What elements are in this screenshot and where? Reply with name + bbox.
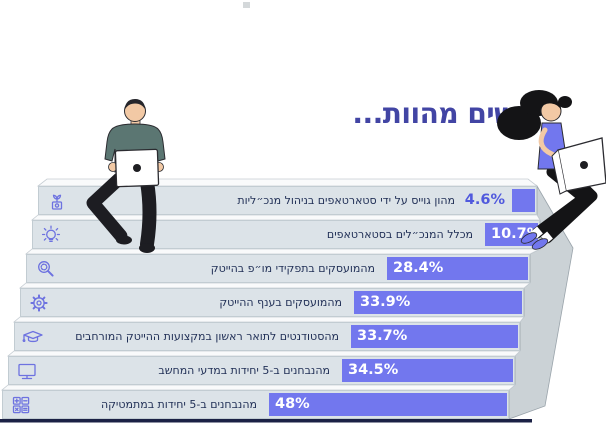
category-label: מהנבחנים ב-5 יחידות במדעי המחשב (158, 364, 330, 377)
lightbulb-icon (40, 224, 62, 246)
step-row: מהון גוייס על ידי סטארטאפים בניהול מנכ״ל… (38, 186, 537, 215)
value-bar: 33.9% (354, 291, 522, 314)
monitor-icon (16, 360, 38, 382)
value-bar: 33.7% (351, 325, 518, 348)
step-row: מהמועסקים בענף ההייטק 33.9% (20, 288, 524, 317)
magnifier-gear-icon (34, 258, 56, 280)
gear-icon (28, 292, 50, 314)
category-label: מהמועסקים בתפקידי מו״פ בהייטק (210, 262, 375, 275)
step-row: מהמועסקים בתפקידי מו״פ בהייטק 28.4% (26, 254, 530, 283)
value-label: 48% (275, 396, 310, 413)
category-label: מהמועסקים בענף ההייטק (219, 296, 342, 309)
category-label: מהון גוייס על ידי סטארטאפים בניהול מנכ״ל… (237, 194, 455, 207)
value-label: 4.6% (464, 192, 505, 209)
category-label: מהסטודנטים לתואר ראשון במקצועות ההייטק ה… (75, 330, 339, 343)
stray-mark (243, 2, 250, 8)
value-label: 28.4% (393, 260, 444, 277)
step-row: מהסטודנטים לתואר ראשון במקצועות ההייטק ה… (14, 322, 520, 351)
value-label: 34.5% (348, 362, 399, 379)
value-bar: 34.5% (342, 359, 513, 382)
category-label: מכלל המנכ״לים בסטארטאפים (326, 228, 473, 241)
value-label: 33.9% (360, 294, 411, 311)
step-row: מהנבחנים ב-5 יחידות במדעי המחשב 34.5% (8, 356, 515, 385)
graduation-cap-icon (22, 326, 44, 348)
value-label: 33.7% (357, 328, 408, 345)
value-bar: 48% (269, 393, 507, 416)
investment-growth-icon (46, 190, 68, 212)
baseline (0, 419, 532, 423)
category-label: מהנבחנים ב-5 יחידות במתמטיקה (100, 398, 257, 411)
value-bar: 4.6% (465, 189, 535, 212)
step-row: מכלל המנכ״לים בסטארטאפים 10.7% (32, 220, 542, 249)
chart-title: נשים מהוות... (352, 97, 527, 130)
value-bar: 28.4% (387, 257, 528, 280)
value-label: 10.7% (491, 226, 542, 243)
step-row: מהנבחנים ב-5 יחידות במתמטיקה 48% (2, 390, 509, 419)
value-bar: 10.7% (485, 223, 542, 246)
calculator-icon (10, 394, 32, 416)
